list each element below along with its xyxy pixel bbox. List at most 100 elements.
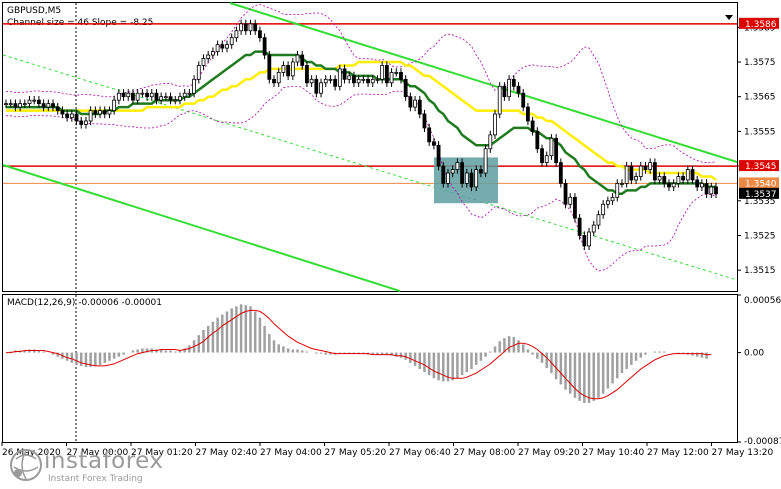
candle-body [107,110,112,115]
channel-lower-line [2,164,401,292]
bollinger-upper-line [6,4,717,164]
x-tick-label: 27 May 01:20 [131,448,193,458]
candle-body [436,144,441,167]
x-tick-label: 27 May 09:20 [518,448,580,458]
candle-body [22,103,27,106]
level-label-bg [739,177,779,189]
bollinger-lower-line [6,85,717,272]
candle-body [380,65,385,80]
candle-body [587,231,591,247]
candle-body [714,186,718,195]
candle-body [319,82,323,94]
candle-body [215,44,220,52]
candle-body [168,96,173,101]
candle-body [667,183,671,188]
candle-body [464,172,469,184]
candle-body [18,103,23,108]
candle-body [704,183,709,195]
y-tick-label: 1.3575 [744,58,776,68]
y-tick-label: 1.3515 [744,266,776,276]
candle-body [427,127,432,143]
candle-body [145,92,149,98]
x-tick-label: 27 May 08:00 [454,448,516,458]
logo-tagline-text: Instant Forex Trading [48,474,143,484]
candle-body [154,92,159,101]
candle-body [347,75,352,80]
candle-body [554,137,559,164]
y-tick-label: 1.3555 [744,127,776,137]
candle-body [196,65,201,80]
candle-body [337,68,342,87]
candle-body [596,214,601,226]
main-plot-frame [2,2,738,292]
candle-body [384,65,389,84]
candle-body [469,172,474,188]
candle-body [652,162,657,181]
macd-y-tick-label: -0.00087 [744,437,781,447]
candle-body [32,99,37,102]
candle-body [676,176,681,184]
candle-body [389,71,394,84]
candle-body [352,75,356,84]
candle-body [620,183,624,185]
candle-body [234,30,239,39]
candle-body [605,200,610,205]
candle-body [305,65,309,84]
candle-body [493,113,497,136]
candle-body [638,165,643,177]
level-label: 1.3545 [745,162,777,172]
candle-body [657,176,662,181]
candle-body [225,44,229,49]
candle-body [681,176,685,181]
candle-body [662,176,667,184]
candle-body [648,162,653,170]
candle-body [248,23,253,32]
candle-body [573,196,577,219]
candle-body [8,103,13,106]
candle-body [568,196,573,205]
candle-body [229,37,234,46]
candle-body [69,113,74,118]
candle-body [187,92,192,95]
candle-body [290,61,295,77]
dropdown-triangle-icon[interactable] [725,15,733,20]
candle-body [540,148,544,164]
candle-body [526,106,530,122]
candle-body [417,99,422,115]
candle-body [624,165,629,184]
candle-body [192,78,196,94]
level-label: 1.3586 [745,20,777,30]
candle-body [4,103,8,106]
candle-body [74,113,79,122]
candle-body [55,106,60,111]
candle-body [699,183,704,188]
candle-body [709,186,714,195]
candle-body [511,78,516,87]
candle-body [535,130,540,150]
candle-body [479,169,483,174]
candle-body [281,65,286,73]
candle-body [65,113,70,118]
candle-body [295,54,300,63]
candle-body [413,99,417,108]
x-tick-label: 27 May 04:00 [260,448,322,458]
candle-body [13,103,18,108]
candle-body [262,37,267,56]
candle-body [563,183,568,205]
candle-body [446,172,450,184]
candle-body [131,92,135,101]
macd-plot-frame [2,294,738,443]
candle-body [516,85,521,94]
current-price-label: 1.3537 [745,190,777,200]
candle-body [521,92,526,108]
candle-body [84,120,88,125]
candle-body [37,99,41,105]
ma-slow-line [6,60,717,182]
candle-body [149,92,154,98]
candle-body [135,92,140,101]
candle-body [258,30,262,39]
candle-body [370,78,375,84]
candle-body [309,78,314,84]
level-label-bg [739,160,779,172]
candle-body [159,96,164,101]
